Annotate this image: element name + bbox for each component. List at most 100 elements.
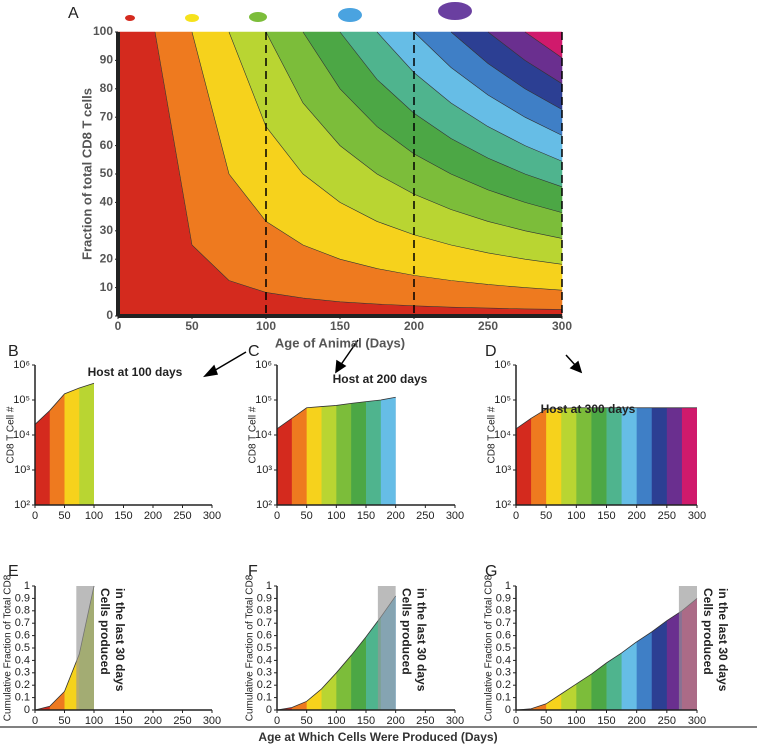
x-tick-label: 100 [327, 715, 345, 727]
y-tick-label: 10⁵ [494, 394, 511, 406]
y-tick-label: 0.8 [15, 605, 30, 617]
y-tick-label: 10⁴ [13, 429, 30, 441]
x-tick-label: 100 [256, 319, 276, 333]
annotation: Cells produced [98, 588, 112, 675]
y-tick-label: 10⁶ [13, 359, 30, 371]
age-stripe [94, 365, 109, 505]
age-stripe [561, 598, 577, 710]
y-tick-label: 50 [100, 166, 114, 180]
y-tick-label: 0.1 [496, 692, 511, 704]
age-stripe [64, 383, 80, 505]
contour-line [376, 31, 563, 162]
y-tick-label: 0.1 [257, 692, 272, 704]
y-tick-label: 80 [100, 81, 114, 95]
x-tick-label: 50 [301, 715, 313, 727]
annotation: in the last 30 days [414, 588, 428, 692]
age-stripe [546, 598, 562, 710]
contour-line [413, 31, 563, 136]
y-tick-label: 0 [106, 308, 113, 322]
y-tick-label: 0.8 [496, 605, 511, 617]
contour-line [191, 31, 563, 291]
y-tick-label: 0.4 [257, 654, 272, 666]
panel-letter: E [8, 563, 19, 580]
y-axis-label: Fraction of total CD8 T cells [79, 88, 94, 260]
x-tick-label: 150 [330, 319, 350, 333]
y-tick-label: 10³ [14, 464, 30, 476]
x-tick-label: 0 [115, 319, 122, 333]
y-tick-label: 0.6 [15, 630, 30, 642]
area-outline [515, 598, 698, 711]
y-tick-label: 0.3 [257, 667, 272, 679]
x-tick-label: 250 [173, 715, 191, 727]
x-tick-label: 300 [552, 319, 572, 333]
panel-title: Host at 200 days [333, 372, 428, 386]
age-stripe [277, 397, 293, 505]
x-tick-label: 200 [144, 715, 162, 727]
y-tick-label: 10² [14, 499, 30, 511]
x-tick-label: 50 [540, 510, 552, 522]
y-axis-label: Cumulative Fraction of Total CD8 [245, 574, 256, 721]
x-tick-label: 0 [274, 715, 280, 727]
x-tick-label: 100 [85, 510, 103, 522]
y-tick-label: 10³ [256, 464, 272, 476]
x-tick-label: 200 [404, 319, 424, 333]
annotation: Cells produced [399, 588, 413, 675]
area-outline [276, 396, 396, 430]
area-outline [34, 382, 95, 425]
y-tick-label: 100 [93, 24, 113, 38]
y-tick-label: 1 [24, 580, 30, 592]
x-tick-label: 0 [513, 510, 519, 522]
age-stripe [666, 598, 683, 710]
age-stripe [516, 598, 532, 710]
area-stripes [35, 365, 168, 505]
area-outline [276, 595, 396, 711]
x-tick-label: 0 [513, 715, 519, 727]
panel-letter: A [68, 5, 79, 22]
age-stripe [576, 598, 592, 710]
x-tick-label: 50 [185, 319, 199, 333]
y-tick-label: 1 [266, 580, 272, 592]
annotation: in the last 30 days [113, 588, 127, 692]
x-tick-label: 200 [627, 510, 645, 522]
x-tick-label: 250 [416, 715, 434, 727]
y-tick-label: 0.7 [15, 617, 30, 629]
y-tick-label: 10⁴ [494, 429, 511, 441]
age-stripe [153, 586, 168, 710]
panel-letter: F [248, 563, 258, 580]
y-tick-label: 0.6 [257, 630, 272, 642]
x-tick-label: 250 [478, 319, 498, 333]
x-tick-label: 100 [567, 715, 585, 727]
x-tick-label: 50 [58, 510, 70, 522]
annotation: Cells produced [701, 588, 715, 675]
y-axis-label: Cumulative Fraction of Total CD8 [3, 574, 14, 721]
x-tick-label: 100 [327, 510, 345, 522]
y-tick-label: 0.5 [15, 642, 30, 654]
y-tick-label: 0.5 [496, 642, 511, 654]
x-tick-label: 300 [446, 510, 464, 522]
age-stripe [49, 383, 65, 505]
age-stripe [321, 397, 337, 505]
mouse-icons [125, 2, 472, 22]
age-stripe [651, 598, 668, 710]
y-tick-label: 0.4 [15, 654, 30, 666]
age-stripe [197, 586, 212, 710]
y-tick-label: 0.9 [496, 592, 511, 604]
x-tick-label: 0 [274, 510, 280, 522]
age-stripe [153, 365, 168, 505]
y-tick-label: 70 [100, 109, 114, 123]
age-stripe [651, 407, 668, 505]
y-axis-label: Cumulative Fraction of Total CD8 [484, 574, 495, 721]
y-tick-label: 0.4 [496, 654, 511, 666]
y-tick-label: 10⁵ [13, 394, 30, 406]
age-stripe [35, 586, 51, 710]
age-stripe [561, 407, 577, 505]
y-tick-label: 10² [256, 499, 272, 511]
y-axis-label: CD8 T Cell # [248, 406, 259, 463]
y-tick-label: 0.9 [15, 592, 30, 604]
y-tick-label: 0.2 [15, 679, 30, 691]
x-tick-label: 50 [58, 715, 70, 727]
x-tick-label: 300 [446, 715, 464, 727]
age-stripe [636, 598, 653, 710]
annotation: in the last 30 days [716, 588, 730, 692]
y-tick-label: 10³ [495, 464, 511, 476]
